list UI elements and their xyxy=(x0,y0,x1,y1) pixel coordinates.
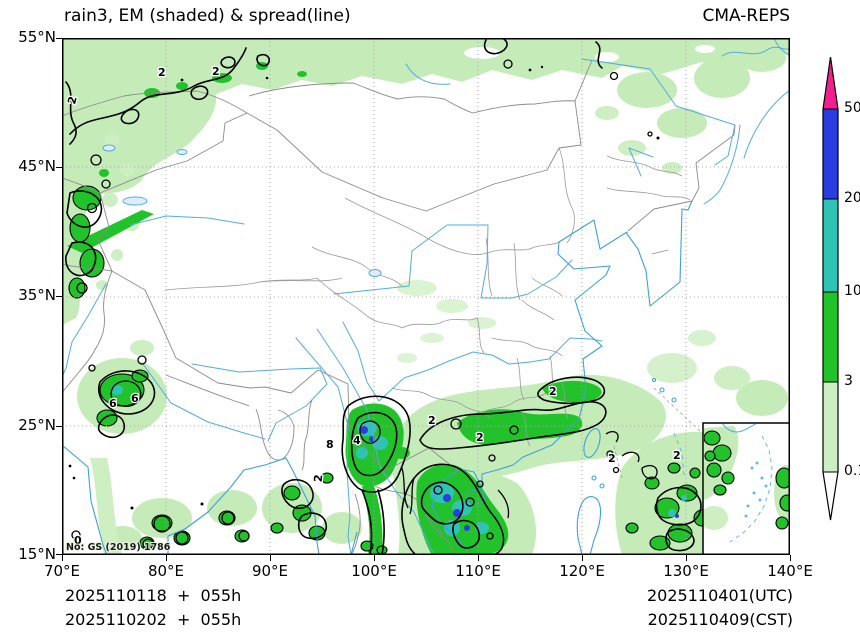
cbar-tick-20: 20 xyxy=(844,190,860,206)
graticule xyxy=(62,38,790,555)
colorbar-seg-01-3 xyxy=(823,382,838,472)
axis-tick xyxy=(56,167,62,169)
rain-shading-heavy xyxy=(111,385,687,536)
axis-tick xyxy=(790,555,792,561)
colorbar-seg-3-10 xyxy=(823,292,838,382)
init-time-utc-line: 2025110118 + 055h xyxy=(65,586,242,605)
axis-tick xyxy=(166,555,168,561)
cbar-tick-3: 3 xyxy=(844,373,853,389)
cbar-tick-01: 0.1 xyxy=(844,463,860,479)
xtick-130e: 130°E xyxy=(663,562,709,580)
contour-label: 2 xyxy=(608,452,616,465)
axis-tick xyxy=(62,555,64,561)
contour-label: 2 xyxy=(476,431,484,444)
contour-label: 2 xyxy=(158,66,166,79)
contour-label: 2 xyxy=(428,414,436,427)
xtick-120e: 120°E xyxy=(559,562,605,580)
rivers-lakes xyxy=(61,37,791,556)
ytick-35n: 35°N xyxy=(18,286,56,304)
contour-label: 4 xyxy=(353,434,361,447)
colorbar xyxy=(822,56,839,526)
colorbar-seg-20-50 xyxy=(823,109,838,199)
valid-time-cst: 2025110409(CST) xyxy=(647,610,793,629)
inset-island-dots xyxy=(744,461,768,518)
axis-tick xyxy=(56,38,62,40)
contour-label: 2 xyxy=(549,385,557,398)
contour-label: 2 xyxy=(212,65,220,78)
contour-label: 6 xyxy=(109,397,117,410)
axis-tick xyxy=(56,426,62,428)
taiwan-island xyxy=(583,428,601,458)
axis-tick xyxy=(686,555,688,561)
map-svg: 2 2 2 2 2 2 2 2 6 6 8 4 0 2 xyxy=(61,37,791,556)
south-china-sea-inset xyxy=(702,422,791,556)
model-source-label: CMA-REPS xyxy=(702,6,790,26)
contour-label: 0 xyxy=(74,534,82,547)
coastlines xyxy=(61,200,703,556)
contour-label: 2 xyxy=(673,449,681,462)
axis-tick xyxy=(374,555,376,561)
axis-tick xyxy=(582,555,584,561)
xtick-80e: 80°E xyxy=(147,562,185,580)
ytick-15n: 15°N xyxy=(18,545,56,563)
xtick-140e: 140°E xyxy=(767,562,813,580)
axis-tick xyxy=(270,555,272,561)
spread-contours xyxy=(65,37,702,556)
axis-tick xyxy=(478,555,480,561)
xtick-90e: 90°E xyxy=(251,562,289,580)
contour-label: 6 xyxy=(131,392,139,405)
valid-time-utc: 2025110401(UTC) xyxy=(647,586,793,605)
colorbar-seg-10-20 xyxy=(823,199,838,292)
map-canvas: 2 2 2 2 2 2 2 2 6 6 8 4 0 2 xyxy=(61,37,791,556)
colorbar-under-arrow xyxy=(823,472,838,520)
init-time-cst-line: 2025110202 + 055h xyxy=(65,610,242,629)
contour-labels: 2 2 2 2 2 2 2 2 6 6 8 4 0 2 xyxy=(64,64,682,549)
axis-tick xyxy=(56,296,62,298)
axis-tick xyxy=(56,554,62,556)
cbar-tick-10: 10 xyxy=(844,283,860,299)
ytick-25n: 25°N xyxy=(18,416,56,434)
map-frame xyxy=(62,38,790,555)
xtick-70e: 70°E xyxy=(43,562,81,580)
xtick-110e: 110°E xyxy=(455,562,501,580)
cbar-tick-50: 50 xyxy=(844,100,860,116)
ytick-55n: 55°N xyxy=(18,28,56,46)
figure-title: rain3, EM (shaded) & spread(line) xyxy=(64,6,351,26)
colorbar-svg xyxy=(822,56,839,521)
map-license-number: No: GS (2019) 1786 xyxy=(66,542,171,553)
contour-label: 8 xyxy=(326,438,334,451)
ytick-45n: 45°N xyxy=(18,157,56,175)
xtick-100e: 100°E xyxy=(351,562,397,580)
colorbar-over-arrow xyxy=(823,57,838,109)
contour-label: 2 xyxy=(312,474,326,483)
province-boundaries xyxy=(164,147,691,447)
